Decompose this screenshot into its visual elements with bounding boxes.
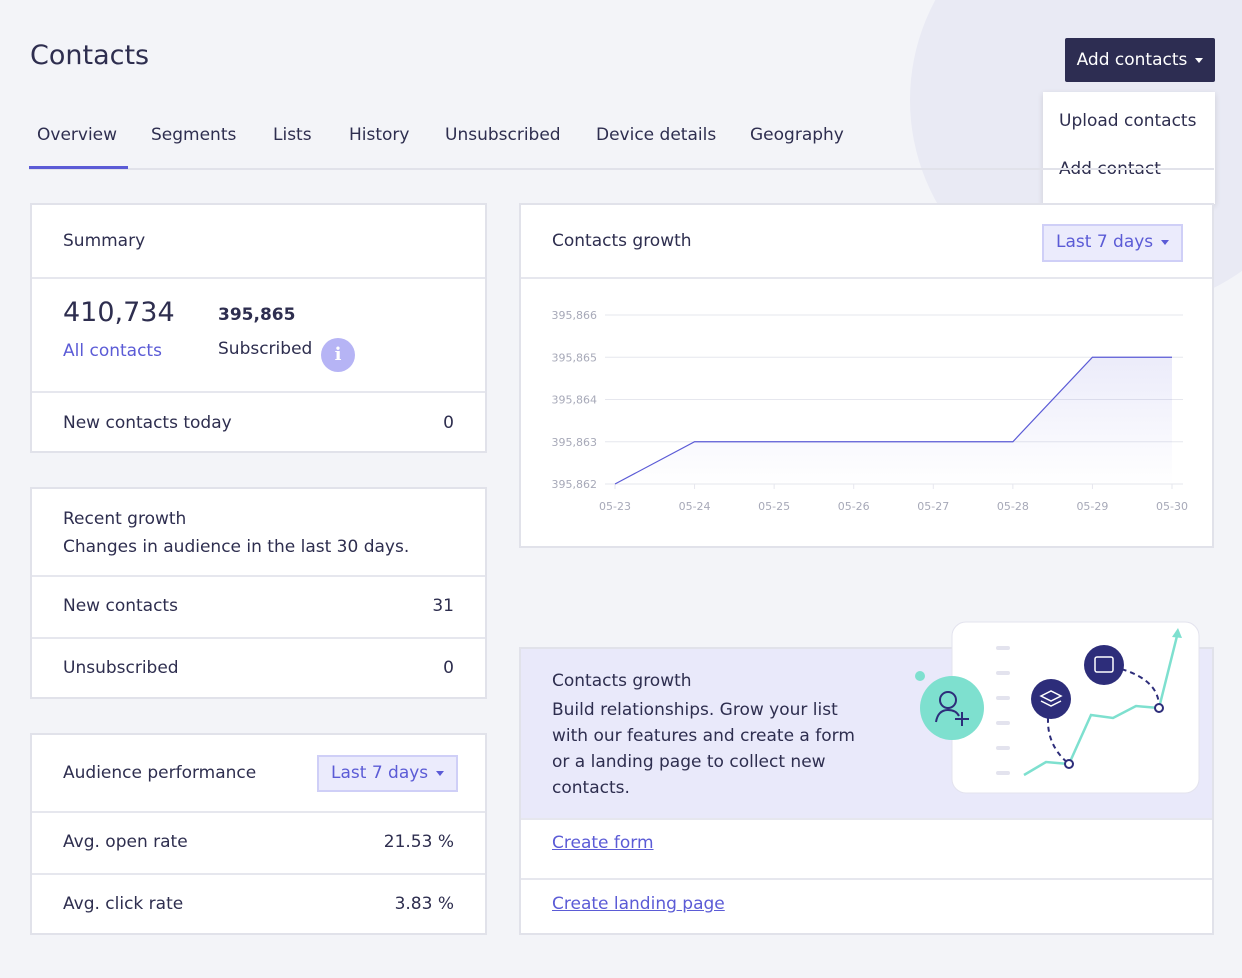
card-subtitle: Changes in audience in the last 30 days. <box>63 537 410 557</box>
card-title: Audience performance <box>63 763 257 783</box>
tab[interactable]: Device details <box>596 125 717 145</box>
button-label: Add contacts <box>1076 50 1188 70</box>
divider <box>32 811 485 813</box>
card-title: Contacts growth <box>552 231 692 251</box>
growth-card: Contacts growth Last 7 days <box>519 203 1214 548</box>
layers-icon <box>1039 690 1063 707</box>
illustration-lines <box>996 646 1010 775</box>
divider <box>32 391 485 393</box>
audience-card: Audience performance Last 7 days Avg. op… <box>30 733 487 935</box>
divider <box>521 277 1212 279</box>
tab[interactable]: Geography <box>750 125 844 145</box>
y-tick-label: 395,865 <box>552 351 598 364</box>
total-contacts: 410,734 <box>63 297 175 328</box>
x-tick-label: 05-30 <box>1156 500 1188 513</box>
recent-growth-card: Recent growth Changes in audience in the… <box>30 487 487 699</box>
y-tick-label: 395,862 <box>552 478 598 491</box>
create-form-link[interactable]: Create form <box>552 833 654 853</box>
tab-baseline <box>29 168 1214 170</box>
dropdown-label: Last 7 days <box>331 763 429 783</box>
person-icon <box>935 708 969 726</box>
row-value: 0 <box>443 658 454 678</box>
form-icon <box>1094 656 1114 673</box>
range-dropdown[interactable]: Last 7 days <box>317 755 459 792</box>
node <box>1064 759 1074 769</box>
row-label: Avg. click rate <box>63 894 184 914</box>
row-value: 0 <box>443 413 454 433</box>
y-tick-label: 395,863 <box>552 436 598 449</box>
divider <box>32 277 485 279</box>
all-contacts-link[interactable]: All contacts <box>63 341 162 361</box>
x-tick-label: 05-23 <box>599 500 631 513</box>
x-tick-label: 05-26 <box>838 500 870 513</box>
range-dropdown[interactable]: Last 7 days <box>1042 224 1184 262</box>
menu-item[interactable]: Upload contacts <box>1059 111 1197 131</box>
row-value: 21.53 % <box>383 832 454 852</box>
line <box>614 356 1172 485</box>
tab-indicator <box>29 166 128 169</box>
promo-title: Contacts growth <box>552 671 692 691</box>
node <box>1154 703 1164 713</box>
subscribed-count: 395,865 <box>218 305 296 325</box>
row-value: 31 <box>432 596 454 616</box>
tab[interactable]: History <box>349 125 410 145</box>
row-label: New contacts today <box>63 413 232 433</box>
x-tick-label: 05-25 <box>758 500 790 513</box>
person-icon <box>939 691 957 709</box>
tab[interactable]: Unsubscribed <box>445 125 561 145</box>
subscribed-label: Subscribed <box>218 339 313 359</box>
x-tick-label: 05-29 <box>1076 500 1108 513</box>
row-label: Unsubscribed <box>63 658 179 678</box>
divider <box>32 575 485 577</box>
x-tick-label: 05-27 <box>917 500 949 513</box>
add-contacts-button[interactable]: Add contacts <box>1065 38 1215 82</box>
summary-card: Summary 410,734 All contacts 395,865 Sub… <box>30 203 487 453</box>
line-chart: 395,862 395,863 395,864 395,865 395,866 05-23… <box>552 309 1188 513</box>
x-tick-label: 05-24 <box>679 500 711 513</box>
caret <box>1161 239 1170 245</box>
row-value: 3.83 % <box>394 894 454 914</box>
card-title: Recent growth <box>63 509 187 529</box>
tab[interactable]: Overview <box>37 125 118 145</box>
info-icon[interactable]: i <box>321 338 355 372</box>
caret <box>436 770 445 776</box>
page-title: Contacts <box>30 40 150 71</box>
tab[interactable]: Lists <box>273 125 312 145</box>
card-title: Summary <box>63 231 146 251</box>
area <box>615 357 1172 484</box>
form-icon <box>1084 645 1124 685</box>
y-tick-label: 395,864 <box>552 394 598 407</box>
x-tick-label: 05-28 <box>997 500 1029 513</box>
y-tick-label: 395,866 <box>552 309 598 322</box>
row-label: New contacts <box>63 596 178 616</box>
tab[interactable]: Segments <box>151 125 237 145</box>
divider <box>32 873 485 875</box>
create-landing-link[interactable]: Create landing page <box>552 894 725 914</box>
dropdown-label: Last 7 days <box>1056 232 1154 252</box>
arrow-head <box>1172 628 1182 638</box>
divider <box>521 818 1212 820</box>
divider <box>521 878 1212 880</box>
dropdown-menu: Upload contacts Add contact <box>1043 92 1215 204</box>
layers-icon <box>1031 679 1071 719</box>
dot <box>915 671 925 681</box>
divider <box>32 637 485 639</box>
row-label: Avg. open rate <box>63 832 188 852</box>
caret <box>1195 57 1204 63</box>
promo-text: Build relationships. Grow your list with… <box>552 700 855 798</box>
dashed-path <box>1047 699 1070 765</box>
illustration <box>915 621 1200 794</box>
